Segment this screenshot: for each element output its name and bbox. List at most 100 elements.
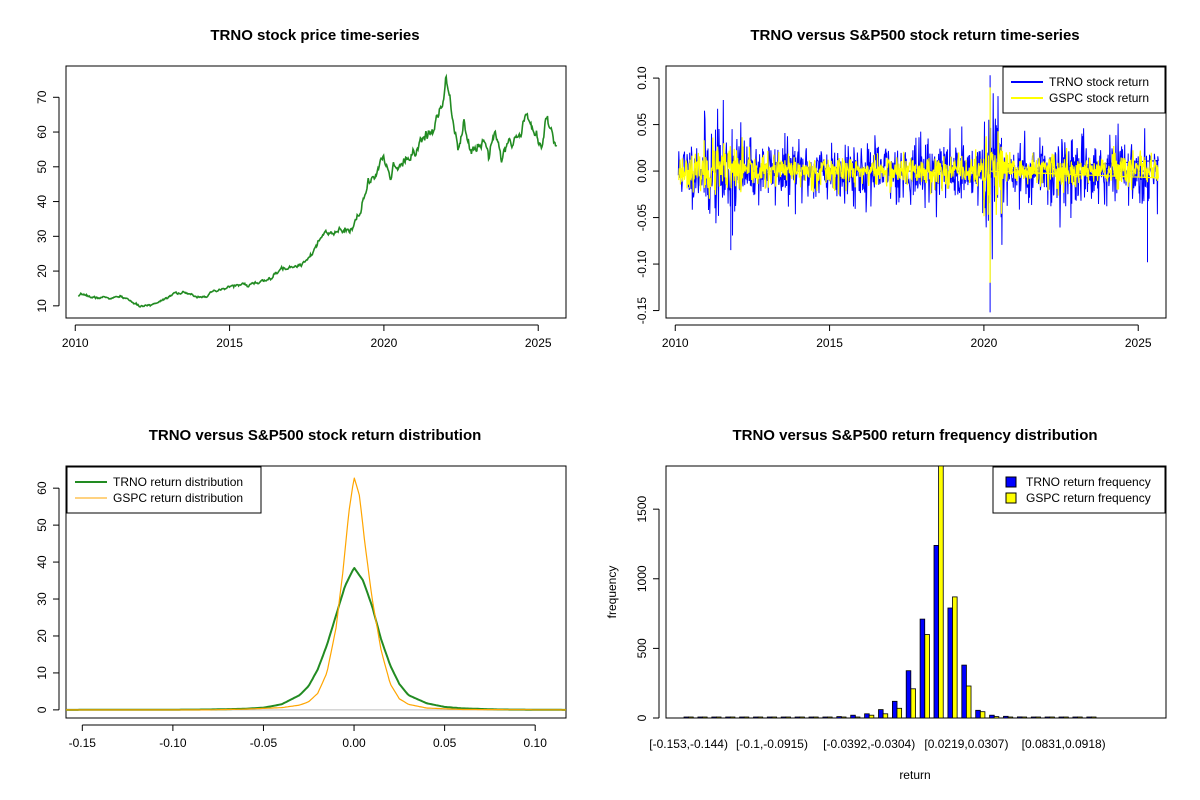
returns-chart-title: TRNO versus S&P500 stock return time-ser… [750, 27, 1079, 44]
trno-frequency-bar [892, 700, 898, 719]
trno-frequency-bar [753, 716, 759, 719]
price-plot-box [65, 65, 567, 319]
price-y-tick-label: 10 [35, 299, 49, 313]
trno-frequency-bar [822, 716, 828, 719]
returns-legend-label-trno: TRNO stock return [1049, 75, 1149, 89]
trno-frequency-bar [1086, 716, 1092, 719]
price-x-tick-label: 2020 [371, 336, 398, 350]
gspc-frequency-bar [1021, 716, 1028, 719]
panel-histogram: TRNO versus S&P500 return frequency dist… [605, 427, 1167, 782]
gspc-frequency-bar [771, 716, 778, 719]
gspc-frequency-bar [993, 716, 1000, 719]
gspc-frequency-bar [841, 716, 847, 719]
trno-frequency-bar [766, 716, 773, 719]
histogram-y-axis-label: frequency [605, 566, 619, 619]
trno-frequency-bar [919, 618, 926, 719]
trno-frequency-bar [1003, 715, 1009, 719]
gspc-frequency-bar [785, 716, 791, 719]
returns-y-tick-label: -0.10 [635, 250, 649, 278]
price-x-tick-label: 2015 [216, 336, 243, 350]
gspc-frequency-bar [952, 596, 958, 719]
histogram-x-tick-label: [-0.153,-0.144) [649, 737, 728, 751]
trno-frequency-bar [1017, 716, 1023, 719]
returns-legend-label-gspc: GSPC stock return [1049, 91, 1149, 105]
density-x-tick-label: -0.10 [159, 736, 187, 750]
price-line [77, 73, 558, 308]
histogram-x-tick-label: [-0.1,-0.0915) [736, 737, 808, 751]
gspc-frequency-bar [1035, 716, 1041, 719]
density-y-tick-label: 0 [35, 706, 49, 713]
trno-frequency-bar [989, 714, 995, 719]
histogram-legend-swatch-gspc [1005, 492, 1017, 504]
density-y-tick-label: 40 [35, 555, 49, 569]
gspc-frequency-bar [813, 716, 819, 719]
trno-frequency-bar [808, 716, 815, 719]
histogram-x-axis-label: return [899, 768, 930, 782]
histogram-y-tick-label: 1500 [635, 495, 649, 522]
density-legend: TRNO return distribution GSPC return dis… [66, 466, 262, 514]
panel-price: TRNO stock price time-series 2010 2015 202… [35, 27, 567, 350]
trno-density-line [66, 567, 566, 711]
trno-frequency-bar [794, 716, 801, 719]
trno-frequency-bar [961, 664, 967, 719]
histogram-legend-box [992, 466, 1166, 514]
returns-x-tick-label: 2010 [662, 336, 689, 350]
trno-frequency-bar [1058, 716, 1065, 719]
returns-y-tick-label: -0.15 [635, 297, 649, 325]
histogram-legend-label-trno: TRNO return frequency [1026, 475, 1151, 489]
gspc-frequency-bar [1091, 716, 1097, 719]
gspc-frequency-bar [743, 716, 750, 719]
trno-frequency-bar [933, 545, 940, 719]
density-plot-box [65, 465, 567, 719]
trno-frequency-bar [905, 670, 912, 719]
histogram-legend-swatch-trno [1005, 476, 1017, 488]
trno-frequency-bar [725, 716, 731, 719]
price-x-tick-label: 2025 [525, 336, 552, 350]
gspc-frequency-bar [882, 713, 889, 719]
trno-frequency-bar [975, 709, 981, 719]
returns-y-tick-label: 0.00 [635, 159, 649, 183]
trno-frequency-bar [878, 709, 884, 719]
trno-frequency-bar [1072, 716, 1078, 719]
histogram-x-tick-label: [0.0831,0.0918) [1022, 737, 1106, 751]
trno-frequency-bar [1044, 716, 1051, 719]
trno-frequency-bar [1030, 716, 1037, 719]
trno-frequency-bar [697, 716, 703, 719]
histogram-y-tick-label: 1000 [635, 565, 649, 592]
trno-frequency-bar [836, 716, 842, 719]
price-chart-title: TRNO stock price time-series [210, 27, 419, 44]
returns-legend: TRNO stock return GSPC stock return [1002, 66, 1166, 114]
gspc-frequency-bar [1007, 716, 1014, 719]
price-y-tick-label: 40 [35, 195, 49, 209]
density-x-tick-label: 0.00 [342, 736, 366, 750]
returns-y-tick-label: 0.05 [635, 113, 649, 137]
gspc-frequency-bar [1077, 716, 1083, 719]
gspc-frequency-bar [716, 716, 722, 719]
histogram-legend-label-gspc: GSPC return frequency [1026, 491, 1151, 505]
panel-returns: TRNO versus S&P500 stock return time-ser… [635, 27, 1167, 350]
price-x-tick-label: 2010 [62, 336, 89, 350]
gspc-return-line [677, 87, 1159, 283]
gspc-density-line [66, 477, 566, 711]
gspc-frequency-bar [979, 711, 986, 719]
gspc-frequency-bar [1063, 716, 1069, 719]
returns-x-tick-label: 2025 [1125, 336, 1152, 350]
density-x-tick-label: -0.15 [69, 736, 97, 750]
gspc-frequency-bar [938, 465, 944, 719]
density-x-tick-label: -0.05 [250, 736, 278, 750]
price-y-tick-label: 20 [35, 264, 49, 278]
trno-frequency-bar [683, 716, 690, 719]
histogram-x-tick-label: [0.0219,0.0307) [924, 737, 1008, 751]
panel-density: TRNO versus S&P500 stock return distribu… [35, 427, 567, 750]
density-y-tick-label: 60 [35, 481, 49, 495]
gspc-frequency-bar [688, 716, 694, 719]
gspc-frequency-bar [910, 688, 916, 719]
price-y-tick-label: 60 [35, 125, 49, 139]
gspc-frequency-bar [799, 716, 805, 719]
trno-frequency-bar [739, 716, 745, 719]
gspc-frequency-bar [1049, 716, 1055, 719]
density-x-tick-label: 0.10 [524, 736, 548, 750]
returns-legend-box [1002, 66, 1166, 114]
returns-x-tick-label: 2015 [816, 336, 843, 350]
gspc-frequency-bar [729, 716, 736, 719]
